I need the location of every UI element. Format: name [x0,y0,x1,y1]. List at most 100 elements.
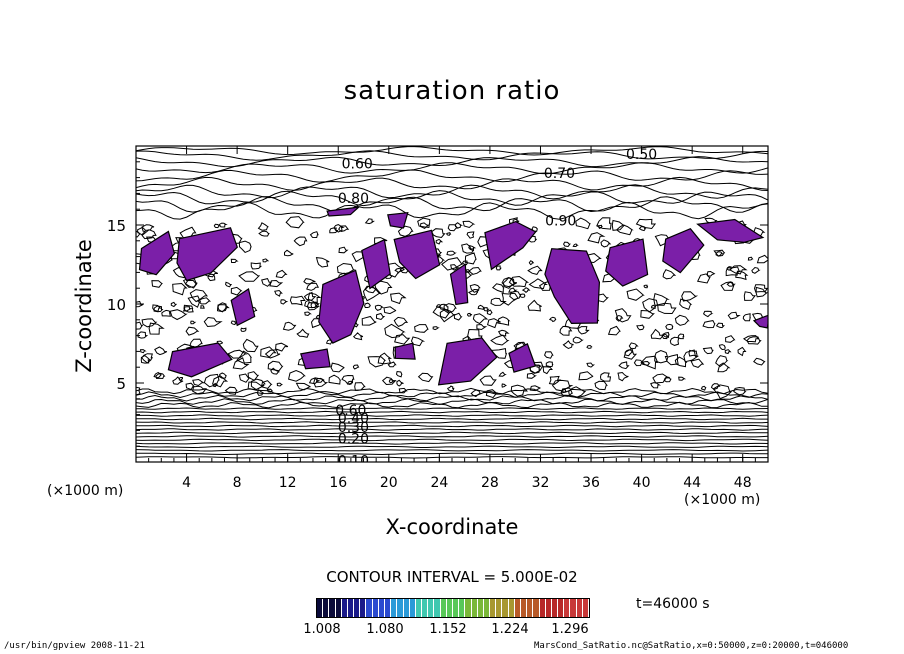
supersaturation-region [176,227,238,282]
contour-squiggle [377,352,393,365]
contour-squiggle [560,387,574,397]
contour-squiggle [224,386,238,395]
contour-squiggle [266,388,274,393]
contour-squiggle [746,336,762,345]
contour-squiggle [396,379,404,387]
contour-squiggle [227,349,248,359]
footer-source: MarsCond_SatRatio.nc@SatRatio,x=0:50000,… [534,641,849,651]
colorbar-segment [521,599,528,617]
contour-squiggle [486,309,493,316]
contour-squiggle [594,380,608,391]
contour-squiggle [683,349,700,363]
contour-squiggle [230,258,239,263]
contour-line [136,435,768,438]
contour-squiggle [542,366,553,375]
supersaturation-region [437,337,498,386]
contour-squiggle [397,225,414,237]
contour-squiggle [328,374,342,385]
contour-line [136,398,768,406]
contour-squiggle [467,288,479,296]
contour-squiggle [472,313,489,325]
contour-squiggle [361,315,377,326]
contour-squiggle [572,243,579,248]
contour-line [136,449,768,452]
contour-squiggle [587,232,606,244]
contour-squiggle [247,371,260,381]
contour-squiggle [304,299,320,309]
contour-squiggle [393,316,409,327]
x-tick-label: 36 [582,475,600,491]
contour-line [136,190,768,207]
contour-label: 0.20 [338,431,369,447]
contour-squiggle [652,373,671,384]
contour-squiggle [669,336,680,346]
contour-squiggle [679,298,693,311]
contour-line [136,201,768,220]
colorbar-segment [490,599,497,617]
colorbar-segment [335,599,342,617]
contour-squiggle [715,251,724,257]
contour-squiggle [367,356,387,368]
contour-squiggle [153,371,163,379]
contour-squiggle [446,250,457,256]
colorbar-segment [385,599,392,617]
contour-squiggle [238,240,252,253]
contour-squiggle [419,222,430,229]
colorbar-segment [576,599,583,617]
contour-squiggle [185,382,195,391]
contour-squiggle [384,323,406,339]
contour-squiggle [548,375,562,385]
colorbar-tick-label: 1.008 [303,622,341,637]
contour-squiggle [461,243,475,254]
contour-squiggle [141,318,158,328]
contour-squiggle [453,312,463,321]
colorbar-segment [453,599,460,617]
colorbar-segment [564,599,571,617]
contour-squiggle [578,371,594,381]
colorbar-segment [415,599,423,617]
chart-title: saturation ratio [343,76,561,106]
contour-squiggle [636,324,645,331]
contour-squiggle [446,385,455,392]
contour-label: 0.60 [335,403,366,419]
supersaturation-region [605,238,649,287]
contour-squiggle [753,357,766,366]
contour-squiggle [600,239,612,248]
supersaturation-region [318,269,365,344]
contour-squiggle [293,236,308,247]
contour-squiggle [572,336,584,344]
contour-squiggle [628,342,639,350]
contour-squiggle [617,371,629,382]
colorbar-segment [570,599,577,617]
contour-squiggle [536,364,543,368]
contour-squiggle [498,371,507,377]
contour-squiggle [615,314,624,322]
contour-squiggle [178,377,184,382]
contour-squiggle [341,374,355,385]
x-unit-label-left: (×1000 m) [47,483,124,499]
contour-line [136,146,768,156]
contour-squiggle [136,386,141,396]
contour-label: 0.30 [338,420,369,436]
contour-squiggle [527,265,543,275]
contour-squiggle [329,227,339,234]
contour-squiggle [529,385,541,392]
y-tick-label: 10 [107,296,126,314]
contour-squiggle [225,281,233,288]
contour-squiggle [468,244,477,252]
supersaturation-region [484,220,537,271]
contour-squiggle [330,362,345,373]
colorbar-segment [329,599,336,617]
contour-squiggle [232,357,250,370]
contour-squiggle [551,379,574,392]
contour-squiggle [257,389,264,397]
contour-squiggle [179,226,197,239]
contour-line [136,456,768,459]
contour-squiggle [614,308,632,323]
contour-line [136,407,768,410]
colorbar-segment [409,599,416,617]
contour-squiggle [468,266,482,275]
colorbar-segment [459,599,466,617]
contour-squiggle [313,377,329,388]
contour-squiggle [611,219,626,231]
